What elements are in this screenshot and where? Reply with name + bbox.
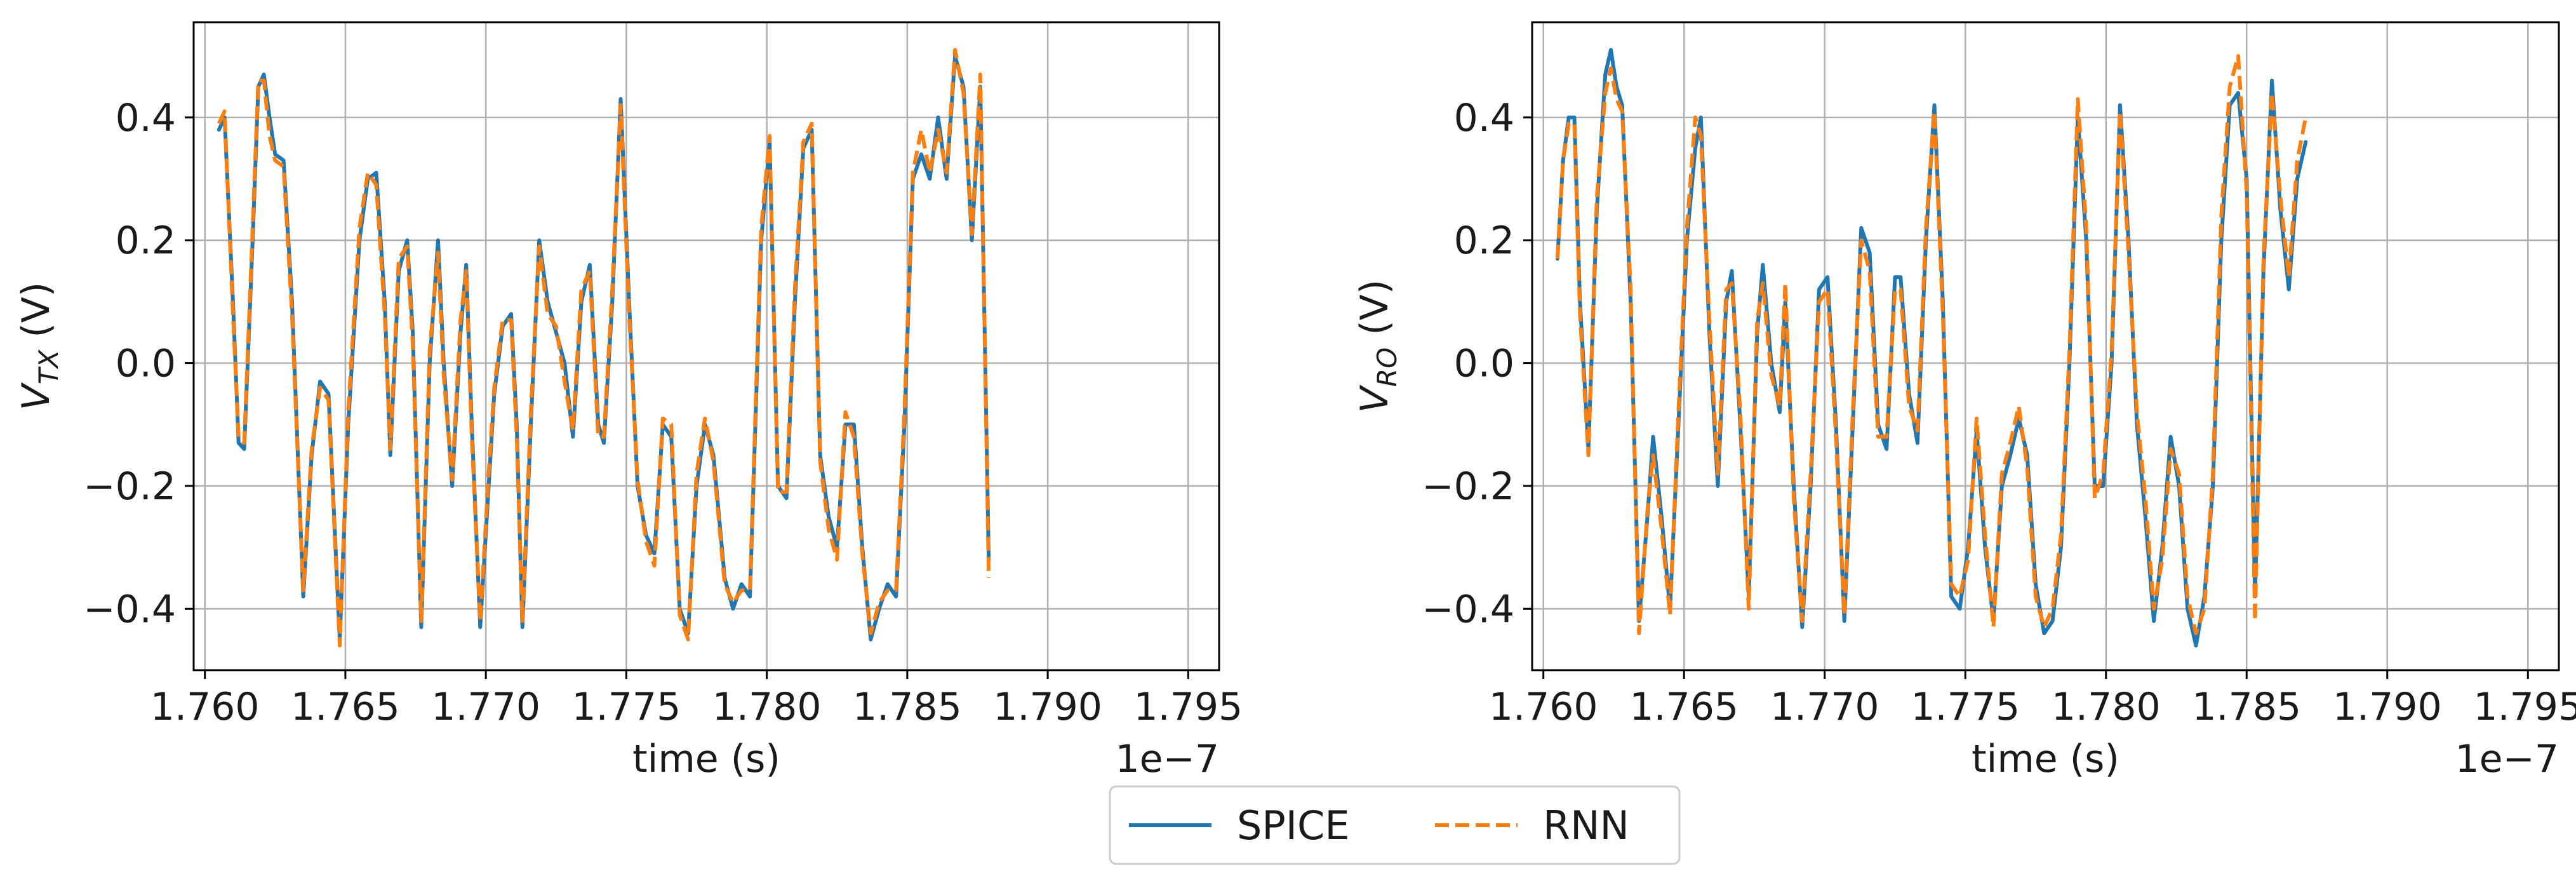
y-tick-label: 0.2: [1454, 219, 1514, 263]
x-tick-label: 1.775: [572, 685, 681, 729]
y-tick-label: −0.2: [83, 464, 176, 509]
x-tick-label: 1.770: [431, 685, 540, 729]
x-tick-label: 1.790: [2333, 685, 2442, 729]
x-tick-label: 1.785: [2192, 685, 2301, 729]
legend-box: [1109, 785, 1681, 865]
x-tick-label: 1.795: [2473, 685, 2576, 729]
plot-frame: [1531, 21, 2560, 671]
legend: SPICE RNN: [1109, 785, 1681, 865]
x-tick-label: 1.770: [1770, 685, 1879, 729]
x-tick-label: 1.780: [2052, 685, 2161, 729]
y-tick-label: −0.4: [83, 587, 176, 631]
x-tick-label: 1.780: [712, 685, 822, 729]
y-tick-label: 0.0: [1454, 342, 1514, 386]
series-line-rnn: [217, 48, 991, 648]
y-axis-label-right: VRO (V): [1352, 280, 1403, 413]
x-tick-label: 1.760: [1489, 685, 1598, 729]
series-line-spice: [217, 54, 991, 642]
x-offset-label: 1e−7: [1115, 737, 1219, 781]
legend-label-rnn: RNN: [1543, 802, 1629, 849]
y-tick-label: −0.4: [1422, 587, 1514, 631]
x-tick-label: 1.795: [1133, 685, 1243, 729]
plot-left: 1.760 1.765 1.770 1.775 1.780 1.785 1.790 1.795…: [14, 21, 1243, 781]
y-tick-label: 0.4: [116, 96, 176, 140]
x-tick-label: 1.775: [1911, 685, 2020, 729]
legend-label-spice: SPICE: [1237, 802, 1350, 849]
y-tick-label: 0.4: [1454, 96, 1514, 140]
x-tick-label: 1.760: [150, 685, 260, 729]
x-tick-label: 1.785: [853, 685, 962, 729]
x-tick-label: 1.790: [993, 685, 1102, 729]
x-axis-label: time (s): [632, 737, 780, 781]
y-tick-label: 0.0: [116, 342, 176, 386]
series-line-rnn: [1555, 54, 2308, 635]
x-offset-label: 1e−7: [2455, 737, 2559, 781]
y-tick-label: −0.2: [1422, 464, 1514, 509]
x-tick-label: 1.765: [1629, 685, 1738, 729]
x-tick-label: 1.765: [291, 685, 400, 729]
y-axis-label-left: VTX (V): [14, 282, 64, 410]
y-tick-label: 0.2: [116, 219, 176, 263]
plot-right: 1.760 1.765 1.770 1.775 1.780 1.785 1.790 1.795…: [1352, 21, 2576, 781]
plot-frame: [192, 21, 1220, 671]
x-axis-label: time (s): [1972, 737, 2119, 781]
